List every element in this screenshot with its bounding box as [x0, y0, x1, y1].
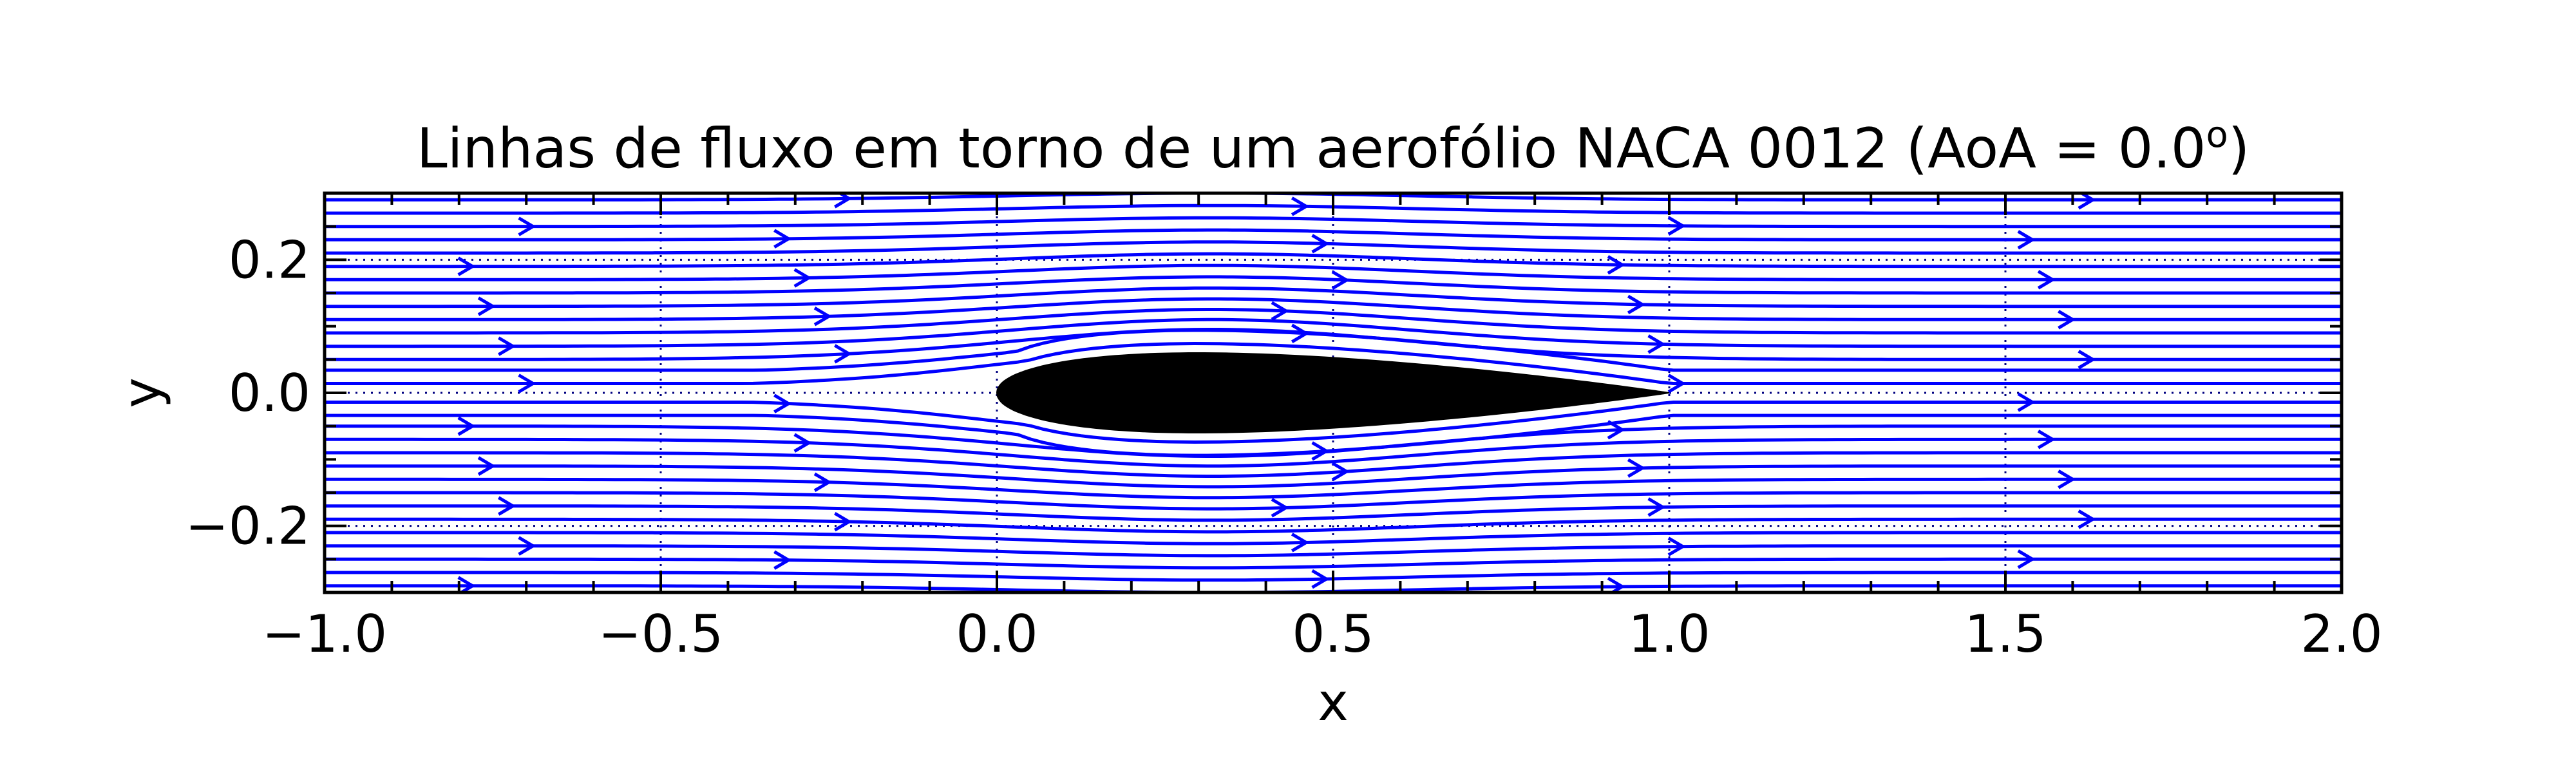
- streamline-10: [325, 451, 2342, 478]
- streamline-17: [325, 328, 2342, 361]
- y-tick-label: −0.2: [185, 497, 310, 556]
- streamline-arrow: [1667, 374, 1686, 393]
- streamline-arrow: [498, 336, 516, 356]
- streamline-arrow: [1667, 536, 1686, 556]
- streamline-arrow: [518, 216, 536, 236]
- streamline-arrow: [518, 374, 536, 393]
- streamline-arrow: [2017, 549, 2036, 569]
- streamline-21: [325, 286, 2342, 308]
- streamline-arrow: [1311, 441, 1330, 461]
- airfoil-shape: [996, 352, 1669, 433]
- streamline-arrow: [477, 296, 496, 316]
- streamline-arrow: [773, 393, 792, 413]
- streamline-arrow: [793, 268, 812, 288]
- streamline-arrow: [1311, 234, 1330, 254]
- streamline-layer: [325, 193, 2342, 592]
- streamline-23: [325, 263, 2342, 281]
- streamline-8: [325, 477, 2342, 500]
- streamline-14: [325, 401, 2342, 444]
- x-tick-label: 0.0: [956, 604, 1037, 664]
- chart-title-main: Linhas de fluxo em torno de um aerofólio…: [417, 117, 2206, 181]
- streamline-arrow: [1331, 461, 1350, 482]
- streamline-26: [325, 228, 2342, 241]
- streamline-arrow: [773, 550, 792, 570]
- streamline-arrow: [834, 344, 853, 364]
- streamline-arrow: [1627, 294, 1646, 315]
- streamline-arrow: [477, 456, 496, 476]
- tick-label-layer: −1.0 −0.5 0.0 0.5 1.0 1.5 2.0 −0.2 0.0 0.2: [185, 230, 2383, 664]
- streamline-19: [325, 308, 2342, 335]
- streamline-6: [325, 504, 2342, 522]
- x-tick-label: −1.0: [262, 604, 387, 664]
- streamline-27: [325, 216, 2342, 229]
- streamline-arrow: [1607, 255, 1625, 275]
- streamline-arrow: [2037, 430, 2056, 450]
- streamline-11: [325, 437, 2342, 468]
- streamline-5: [325, 517, 2342, 534]
- streamline-arrow: [1647, 334, 1666, 354]
- y-tick-label: 0.2: [229, 230, 310, 290]
- streamline-arrow: [793, 433, 812, 453]
- streamline-2: [325, 557, 2342, 570]
- streamline-arrow: [1311, 569, 1330, 589]
- streamline-13: [325, 413, 2342, 457]
- streamline-arrow: [1331, 270, 1350, 290]
- streamline-20: [325, 297, 2342, 321]
- streamline-arrow: [498, 496, 516, 516]
- streamline-arrow: [1291, 196, 1310, 216]
- streamline-arrow: [2017, 230, 2036, 250]
- y-axis-label: y: [112, 377, 172, 408]
- streamline-9: [325, 464, 2342, 489]
- streamline-18: [325, 317, 2342, 348]
- streamline-arrow: [2017, 392, 2036, 412]
- streamline-arrow: [518, 536, 536, 556]
- streamline-arrow: [457, 256, 476, 276]
- streamline-arrow: [2058, 469, 2076, 489]
- x-tick-label: 1.5: [1964, 604, 2046, 664]
- streamline-7: [325, 491, 2342, 511]
- streamline-arrow: [2037, 270, 2056, 290]
- streamline-arrow: [1291, 533, 1310, 553]
- streamline-arrow: [1627, 458, 1646, 478]
- streamline-arrow: [813, 307, 832, 326]
- streamline-24: [325, 252, 2342, 269]
- streamline-arrow: [457, 416, 476, 436]
- streamline-arrow: [1667, 216, 1686, 236]
- x-axis-label: x: [1318, 672, 1348, 732]
- streamline-arrow: [773, 229, 792, 249]
- streamline-arrow: [1647, 497, 1666, 517]
- streamline-arrow: [834, 511, 853, 532]
- streamline-arrow: [813, 472, 832, 492]
- y-tick-label: 0.0: [229, 363, 310, 423]
- streamline-3: [325, 544, 2342, 558]
- streamline-arrow: [834, 193, 853, 209]
- streamline-15: [325, 341, 2342, 385]
- chart-title: Linhas de fluxo em torno de um aerofólio…: [417, 114, 2250, 181]
- tick-layer: [323, 192, 2343, 594]
- streamline-arrow: [2078, 350, 2096, 370]
- x-tick-label: −0.5: [598, 604, 723, 664]
- x-tick-label: 0.5: [1292, 604, 1374, 664]
- chart-title-end: ): [2228, 117, 2250, 181]
- x-tick-label: 2.0: [2300, 604, 2382, 664]
- streamline-arrow: [1271, 498, 1289, 518]
- streamline-22: [325, 275, 2342, 295]
- streamline-arrow: [1271, 301, 1289, 321]
- streamline-25: [325, 240, 2342, 255]
- streamline-arrow: [2058, 310, 2076, 330]
- streamline-4: [325, 531, 2342, 545]
- streamline-arrow: [2078, 509, 2096, 529]
- x-tick-label: 1.0: [1628, 604, 1710, 664]
- chart-title-superscript: o: [2206, 114, 2228, 156]
